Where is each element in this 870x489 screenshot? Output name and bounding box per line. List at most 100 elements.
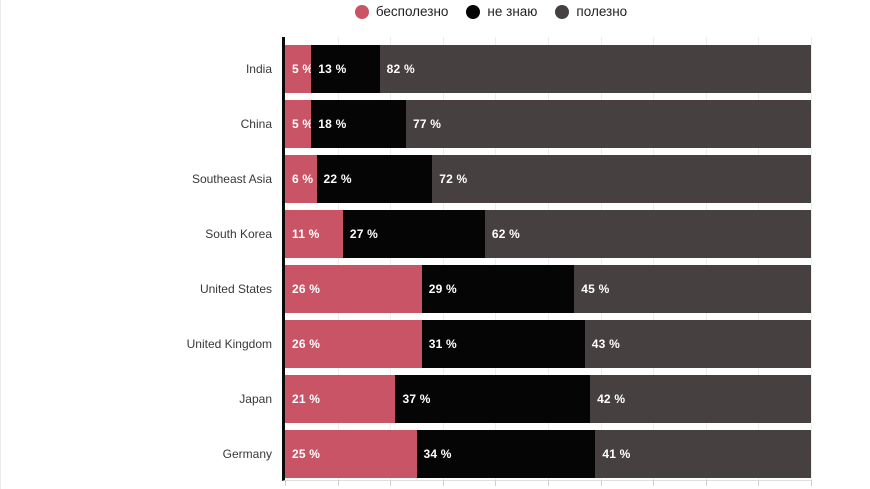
segment-value-label: 25 %	[292, 446, 321, 461]
segment-value-label: 37 %	[402, 391, 431, 406]
segment-value-label: 6 %	[292, 171, 314, 186]
category-label-united-states: United States	[199, 281, 272, 296]
bar-row-south-korea: 11 % 27 % 62 %	[285, 206, 811, 261]
segment-value-label: 42 %	[597, 391, 626, 406]
category-label-southeast-asia: Southeast Asia	[191, 171, 272, 186]
segment-value-label: 72 %	[439, 171, 468, 186]
bar-row-china: 5 % 18 % 77 %	[285, 96, 811, 151]
bar-row-united-kingdom: 26 % 31 % 43 %	[285, 316, 811, 371]
segment-value-label: 43 %	[591, 336, 620, 351]
segment-value-label: 18 %	[318, 116, 347, 131]
gridline-20	[390, 37, 392, 480]
bar-segment-useless: 25 %	[285, 429, 417, 478]
bar-segment-dont-know: 18 %	[311, 99, 406, 148]
category-label-germany: Germany	[222, 446, 272, 461]
bar-segment-useful: 41 %	[595, 429, 811, 478]
bar-segment-useful: 45 %	[574, 264, 811, 313]
segment-value-label: 11 %	[292, 226, 320, 241]
legend-label-dont-know: не знаю	[487, 4, 538, 19]
stacked-bar: 5 % 18 % 77 %	[285, 99, 811, 148]
gridline-80	[705, 37, 707, 480]
bar-segment-dont-know: 37 %	[395, 374, 591, 423]
bar-segment-useful: 43 %	[584, 319, 811, 368]
segment-value-label: 5 %	[292, 116, 314, 131]
x-axis-tick-50	[548, 480, 549, 486]
bar-segment-useless: 21 %	[285, 374, 396, 423]
gridline-100	[811, 37, 812, 480]
segment-value-label: 31 %	[428, 336, 457, 351]
x-axis-tick-40	[495, 480, 497, 486]
legend-swatch-useless-icon	[354, 4, 369, 19]
gridline-60	[600, 37, 602, 480]
segment-value-label: 62 %	[491, 226, 521, 241]
bar-row-india: 5 % 13 % 82 %	[285, 41, 811, 96]
segment-value-label: 77 %	[412, 116, 442, 131]
bar-segment-useless: 6 %	[285, 154, 317, 203]
bar-segment-useless: 26 %	[285, 264, 422, 313]
x-axis-tick-80	[705, 480, 707, 486]
bar-segment-useless: 5 %	[285, 99, 314, 148]
segment-value-label: 45 %	[581, 281, 610, 296]
legend-item-dont-know: не знаю	[466, 4, 537, 19]
segment-value-label: 13 %	[318, 61, 347, 76]
legend-label-useless: бесполезно	[375, 4, 449, 19]
bar-row-southeast-asia: 6 % 22 % 72 %	[285, 151, 811, 206]
segment-value-label: 22 %	[323, 171, 352, 186]
category-label-india: India	[245, 61, 272, 76]
gridline-30	[442, 37, 444, 480]
x-axis-tick-70	[653, 480, 655, 486]
category-axis: India China Southeast Asia South Korea Unite…	[1, 41, 272, 481]
x-axis-tick-10	[337, 480, 339, 486]
bar-segment-useful: 42 %	[590, 374, 811, 423]
bar-segment-useless: 26 %	[285, 319, 422, 368]
stacked-bar: 25 % 34 % 41 %	[285, 429, 811, 478]
gridline-40	[495, 37, 497, 480]
segment-value-label: 26 %	[292, 281, 321, 296]
plot-area: 5 % 13 % 82 % 5 % 18 % 77 % 6 % 22 % 72 % 11 % 27 …	[282, 37, 812, 486]
segment-value-label: 41 %	[602, 446, 631, 461]
bar-segment-useless: 11 %	[285, 209, 343, 258]
gridline-50	[548, 37, 549, 480]
bar-segment-useful: 82 %	[379, 44, 811, 93]
category-label-united-kingdom: United Kingdom	[186, 336, 272, 351]
bar-segment-useful: 77 %	[405, 99, 811, 148]
gridline-10	[337, 37, 339, 480]
bar-segment-useful: 62 %	[484, 209, 811, 258]
category-label-china: China	[240, 116, 272, 131]
bar-row-united-states: 26 % 29 % 45 %	[285, 261, 811, 316]
bar-rows: 5 % 13 % 82 % 5 % 18 % 77 % 6 % 22 % 72 % 11 % 27 …	[285, 41, 811, 481]
legend-swatch-dont-know-icon	[466, 4, 481, 19]
stacked-bar: 6 % 22 % 72 %	[285, 154, 811, 203]
x-axis-tick-60	[600, 480, 602, 486]
bar-segment-useless: 5 %	[285, 44, 314, 93]
segment-value-label: 26 %	[292, 336, 321, 351]
legend-item-useful: полезно	[555, 4, 627, 19]
segment-value-label: 27 %	[349, 226, 379, 241]
stacked-bar: 26 % 29 % 45 %	[285, 264, 811, 313]
stacked-bar: 26 % 31 % 43 %	[285, 319, 811, 368]
x-axis-tick-30	[442, 480, 444, 486]
legend-item-useless: бесполезно	[354, 4, 449, 19]
bar-segment-useful: 72 %	[432, 154, 811, 203]
legend-swatch-useful-icon	[555, 4, 570, 19]
bar-segment-dont-know: 27 %	[342, 209, 485, 258]
x-axis-tick-100	[811, 480, 812, 486]
bar-segment-dont-know: 29 %	[421, 264, 575, 313]
segment-value-label: 5 %	[292, 61, 314, 76]
bar-segment-dont-know: 22 %	[316, 154, 433, 203]
segment-value-label: 82 %	[386, 61, 415, 76]
stacked-bar: 5 % 13 % 82 %	[285, 44, 811, 93]
x-axis-tick-20	[390, 480, 392, 486]
x-axis-tick-0	[285, 480, 286, 486]
gridline-90	[758, 37, 760, 480]
stacked-bar: 11 % 27 % 62 %	[285, 209, 811, 258]
stacked-bar: 21 % 37 % 42 %	[285, 374, 811, 423]
legend-label-useful: полезно	[576, 4, 628, 19]
chart-legend: бесполезно не знаю полезно	[56, 4, 870, 19]
bar-row-germany: 25 % 34 % 41 %	[285, 426, 811, 481]
segment-value-label: 29 %	[428, 281, 457, 296]
bar-segment-dont-know: 13 %	[311, 44, 380, 93]
category-label-south-korea: South Korea	[205, 226, 272, 241]
x-axis-tick-90	[758, 480, 760, 486]
